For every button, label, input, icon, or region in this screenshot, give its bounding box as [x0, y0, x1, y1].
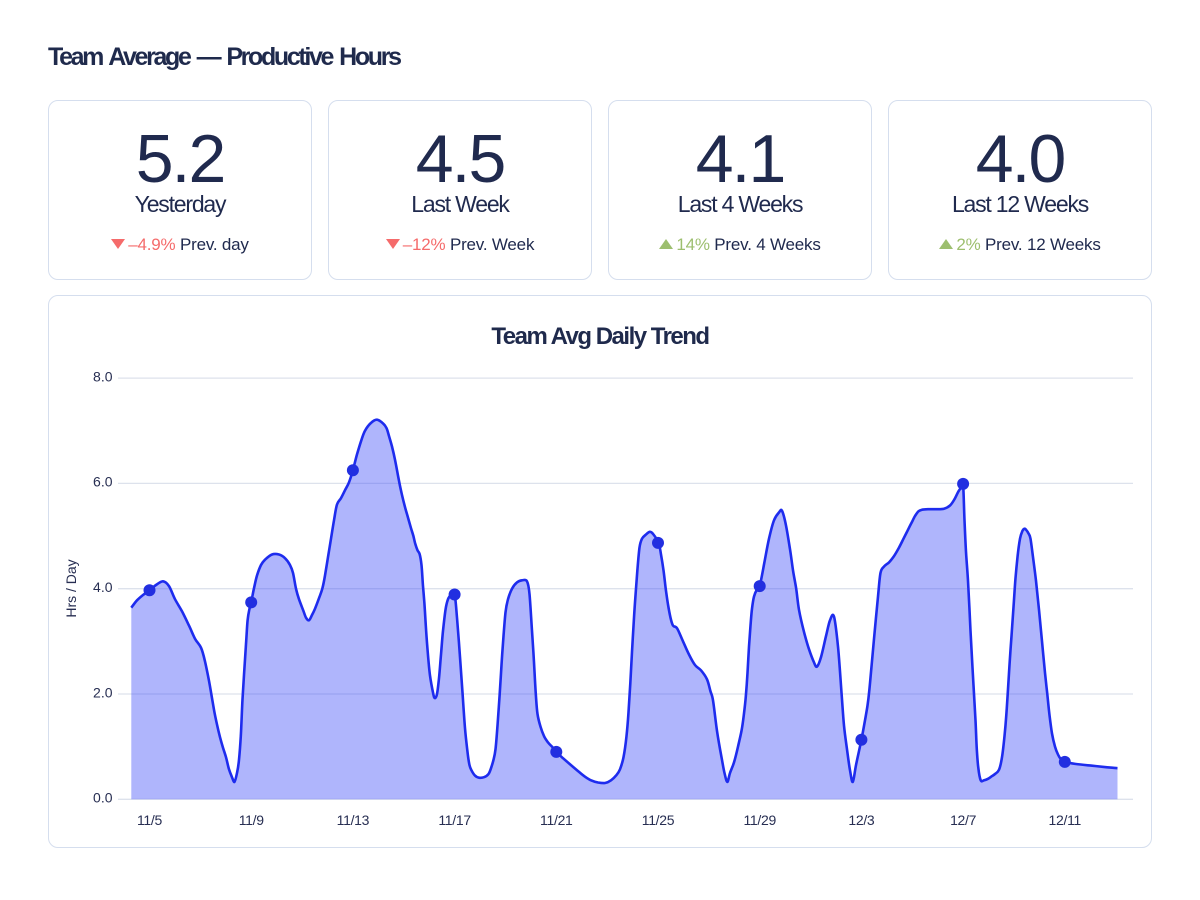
- svg-text:11/5: 11/5: [137, 812, 163, 828]
- svg-text:12/3: 12/3: [848, 812, 875, 828]
- svg-text:0.0: 0.0: [93, 790, 113, 806]
- svg-text:11/25: 11/25: [642, 812, 675, 828]
- svg-text:12/11: 12/11: [1049, 812, 1082, 828]
- svg-text:11/17: 11/17: [438, 812, 471, 828]
- svg-text:12/7: 12/7: [950, 812, 977, 828]
- svg-text:4.0: 4.0: [93, 579, 113, 595]
- svg-text:8.0: 8.0: [93, 368, 113, 384]
- svg-text:11/29: 11/29: [743, 812, 776, 828]
- svg-text:6.0: 6.0: [93, 474, 113, 490]
- svg-text:Hrs / Day: Hrs / Day: [63, 559, 79, 617]
- svg-text:11/9: 11/9: [239, 812, 265, 828]
- svg-text:11/21: 11/21: [540, 812, 573, 828]
- svg-text:11/13: 11/13: [337, 812, 370, 828]
- svg-text:2.0: 2.0: [93, 684, 113, 700]
